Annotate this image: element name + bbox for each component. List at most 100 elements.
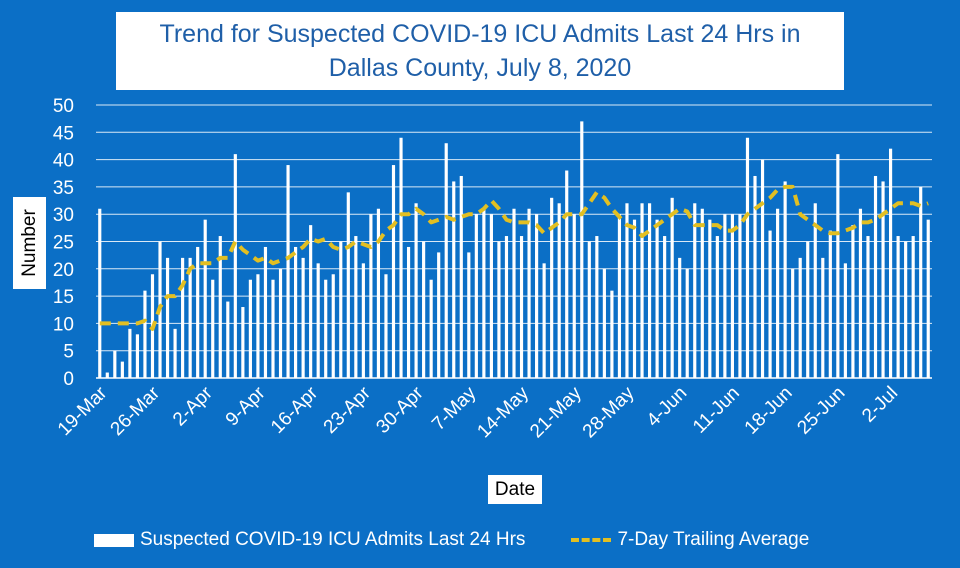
x-tick-label: 9-Apr — [222, 382, 270, 430]
bar — [730, 214, 734, 378]
y-tick-label: 25 — [53, 233, 74, 254]
y-tick-label: 35 — [53, 178, 74, 199]
bar — [595, 236, 599, 378]
bar — [339, 241, 343, 378]
bar — [301, 257, 305, 378]
bar — [211, 279, 215, 378]
x-tick-label: 23-Apr — [320, 382, 376, 438]
bar — [693, 203, 697, 378]
bar — [873, 175, 878, 378]
bar — [557, 203, 561, 378]
bar — [444, 143, 448, 378]
bar — [904, 241, 908, 378]
y-axis-label: Number — [18, 209, 40, 277]
bar — [919, 186, 923, 378]
legend-label-bars: Suspected COVID-19 ICU Admits Last 24 Hr… — [140, 529, 526, 550]
bar — [843, 263, 847, 378]
bar — [188, 257, 192, 378]
bar — [113, 350, 117, 378]
y-tick-label: 20 — [53, 260, 74, 281]
bar — [196, 246, 200, 378]
bar — [745, 137, 750, 378]
bar — [926, 219, 930, 378]
bar — [527, 208, 531, 378]
legend: Suspected COVID-19 ICU Admits Last 24 Hr… — [94, 525, 855, 555]
bar — [776, 208, 780, 378]
bar — [738, 214, 742, 378]
y-axis-label-box: Number — [13, 197, 46, 289]
bar — [263, 246, 268, 378]
bar — [248, 279, 252, 378]
bar — [851, 225, 855, 378]
y-tick-label: 45 — [53, 123, 74, 144]
y-tick-label: 0 — [63, 369, 74, 390]
bar — [369, 214, 373, 378]
x-axis-label: Date — [494, 478, 536, 500]
bar — [602, 268, 606, 378]
bar — [723, 214, 727, 378]
bar — [233, 154, 237, 378]
bar — [783, 181, 787, 378]
series-line-7day-average — [99, 184, 929, 331]
bar — [165, 257, 170, 378]
x-tick-label: 18-Jun — [741, 383, 797, 439]
bar — [143, 290, 147, 378]
bar — [256, 274, 260, 378]
bar — [617, 214, 622, 378]
x-tick-label: 25-Jun — [793, 383, 849, 439]
bar — [354, 236, 358, 378]
bar — [467, 252, 471, 378]
bar — [278, 268, 283, 378]
bar — [896, 236, 900, 378]
bar — [120, 361, 124, 378]
bar — [391, 165, 396, 378]
bar — [105, 372, 109, 378]
bar — [519, 236, 524, 378]
bar — [271, 279, 275, 378]
bar — [678, 257, 682, 378]
bar — [791, 268, 795, 378]
x-tick-label: 21-May — [526, 382, 586, 442]
bar — [437, 252, 441, 378]
bar — [452, 181, 456, 378]
bar — [459, 175, 463, 378]
chart-title-box: Trend for Suspected COVID-19 ICU Admits … — [116, 12, 844, 90]
legend-item-bars: Suspected COVID-19 ICU Admits Last 24 Hr… — [94, 529, 525, 551]
bar — [542, 263, 546, 378]
x-tick-label: 26-Mar — [107, 382, 165, 440]
bar — [798, 257, 802, 378]
bar — [173, 328, 177, 378]
bar — [888, 148, 893, 378]
bar — [399, 137, 403, 378]
bar — [580, 121, 584, 378]
bar — [294, 246, 298, 378]
bar — [565, 170, 569, 378]
legend-item-line: 7-Day Trailing Average — [571, 529, 809, 551]
bar — [768, 230, 772, 378]
bar — [286, 165, 290, 378]
bar — [376, 208, 381, 378]
bar — [625, 203, 629, 378]
x-tick-label: 2-Apr — [169, 382, 217, 430]
bar — [504, 236, 509, 378]
bar — [670, 197, 674, 378]
bar — [135, 334, 140, 378]
bar — [836, 154, 840, 378]
y-tick-label: 10 — [53, 314, 74, 335]
bar — [647, 203, 652, 378]
bar — [708, 219, 712, 378]
bar — [422, 241, 426, 378]
y-tick-label: 15 — [53, 287, 74, 308]
bar — [512, 208, 516, 378]
bar — [535, 214, 539, 378]
x-tick-label: 11-Jun — [689, 383, 744, 438]
y-tick-label: 5 — [63, 342, 74, 363]
bar — [203, 219, 207, 378]
bar — [911, 236, 915, 378]
bar — [98, 208, 102, 378]
legend-line-swatch — [571, 538, 612, 542]
bar — [361, 263, 365, 378]
x-axis-label-box: Date — [488, 475, 542, 504]
